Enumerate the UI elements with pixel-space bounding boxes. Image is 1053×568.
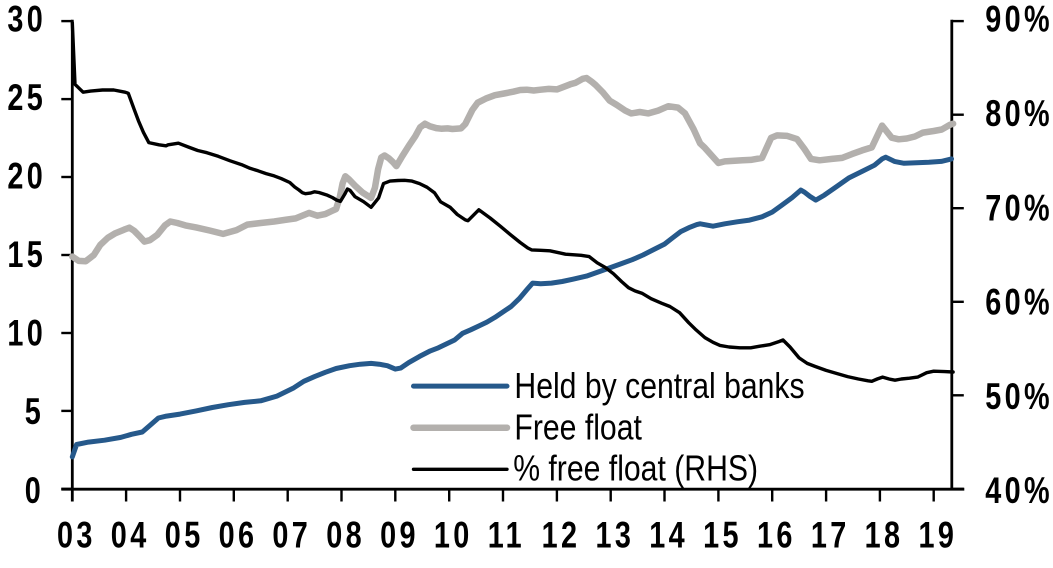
svg-text:60%: 60%	[985, 281, 1053, 322]
svg-text:03: 03	[57, 514, 96, 555]
svg-text:25: 25	[7, 77, 46, 118]
svg-text:15: 15	[7, 234, 46, 275]
svg-text:11: 11	[488, 514, 525, 555]
svg-text:15: 15	[703, 514, 742, 555]
svg-text:80%: 80%	[985, 93, 1053, 134]
svg-text:08: 08	[326, 514, 365, 555]
svg-text:Free float: Free float	[514, 408, 642, 448]
svg-text:% free float (RHS): % free float (RHS)	[513, 449, 758, 489]
svg-text:17: 17	[811, 514, 850, 555]
svg-text:5: 5	[25, 391, 44, 432]
svg-text:20: 20	[7, 155, 46, 196]
svg-text:70%: 70%	[985, 187, 1053, 228]
svg-text:12: 12	[542, 514, 581, 555]
svg-text:0: 0	[25, 469, 44, 510]
svg-text:Held by central banks: Held by central banks	[514, 366, 804, 406]
svg-text:16: 16	[757, 514, 796, 555]
svg-text:10: 10	[434, 514, 473, 555]
svg-text:50%: 50%	[985, 376, 1053, 417]
svg-text:13: 13	[596, 514, 635, 555]
svg-text:14: 14	[649, 514, 688, 555]
svg-text:04: 04	[111, 514, 150, 555]
svg-text:07: 07	[272, 514, 311, 555]
svg-text:10: 10	[7, 312, 46, 353]
svg-text:30: 30	[7, 0, 46, 39]
svg-text:05: 05	[165, 514, 204, 555]
svg-text:18: 18	[865, 514, 904, 555]
svg-text:19: 19	[919, 514, 958, 555]
svg-text:09: 09	[380, 514, 419, 555]
svg-text:06: 06	[219, 514, 258, 555]
svg-text:40%: 40%	[985, 470, 1053, 511]
svg-text:90%: 90%	[985, 0, 1053, 39]
